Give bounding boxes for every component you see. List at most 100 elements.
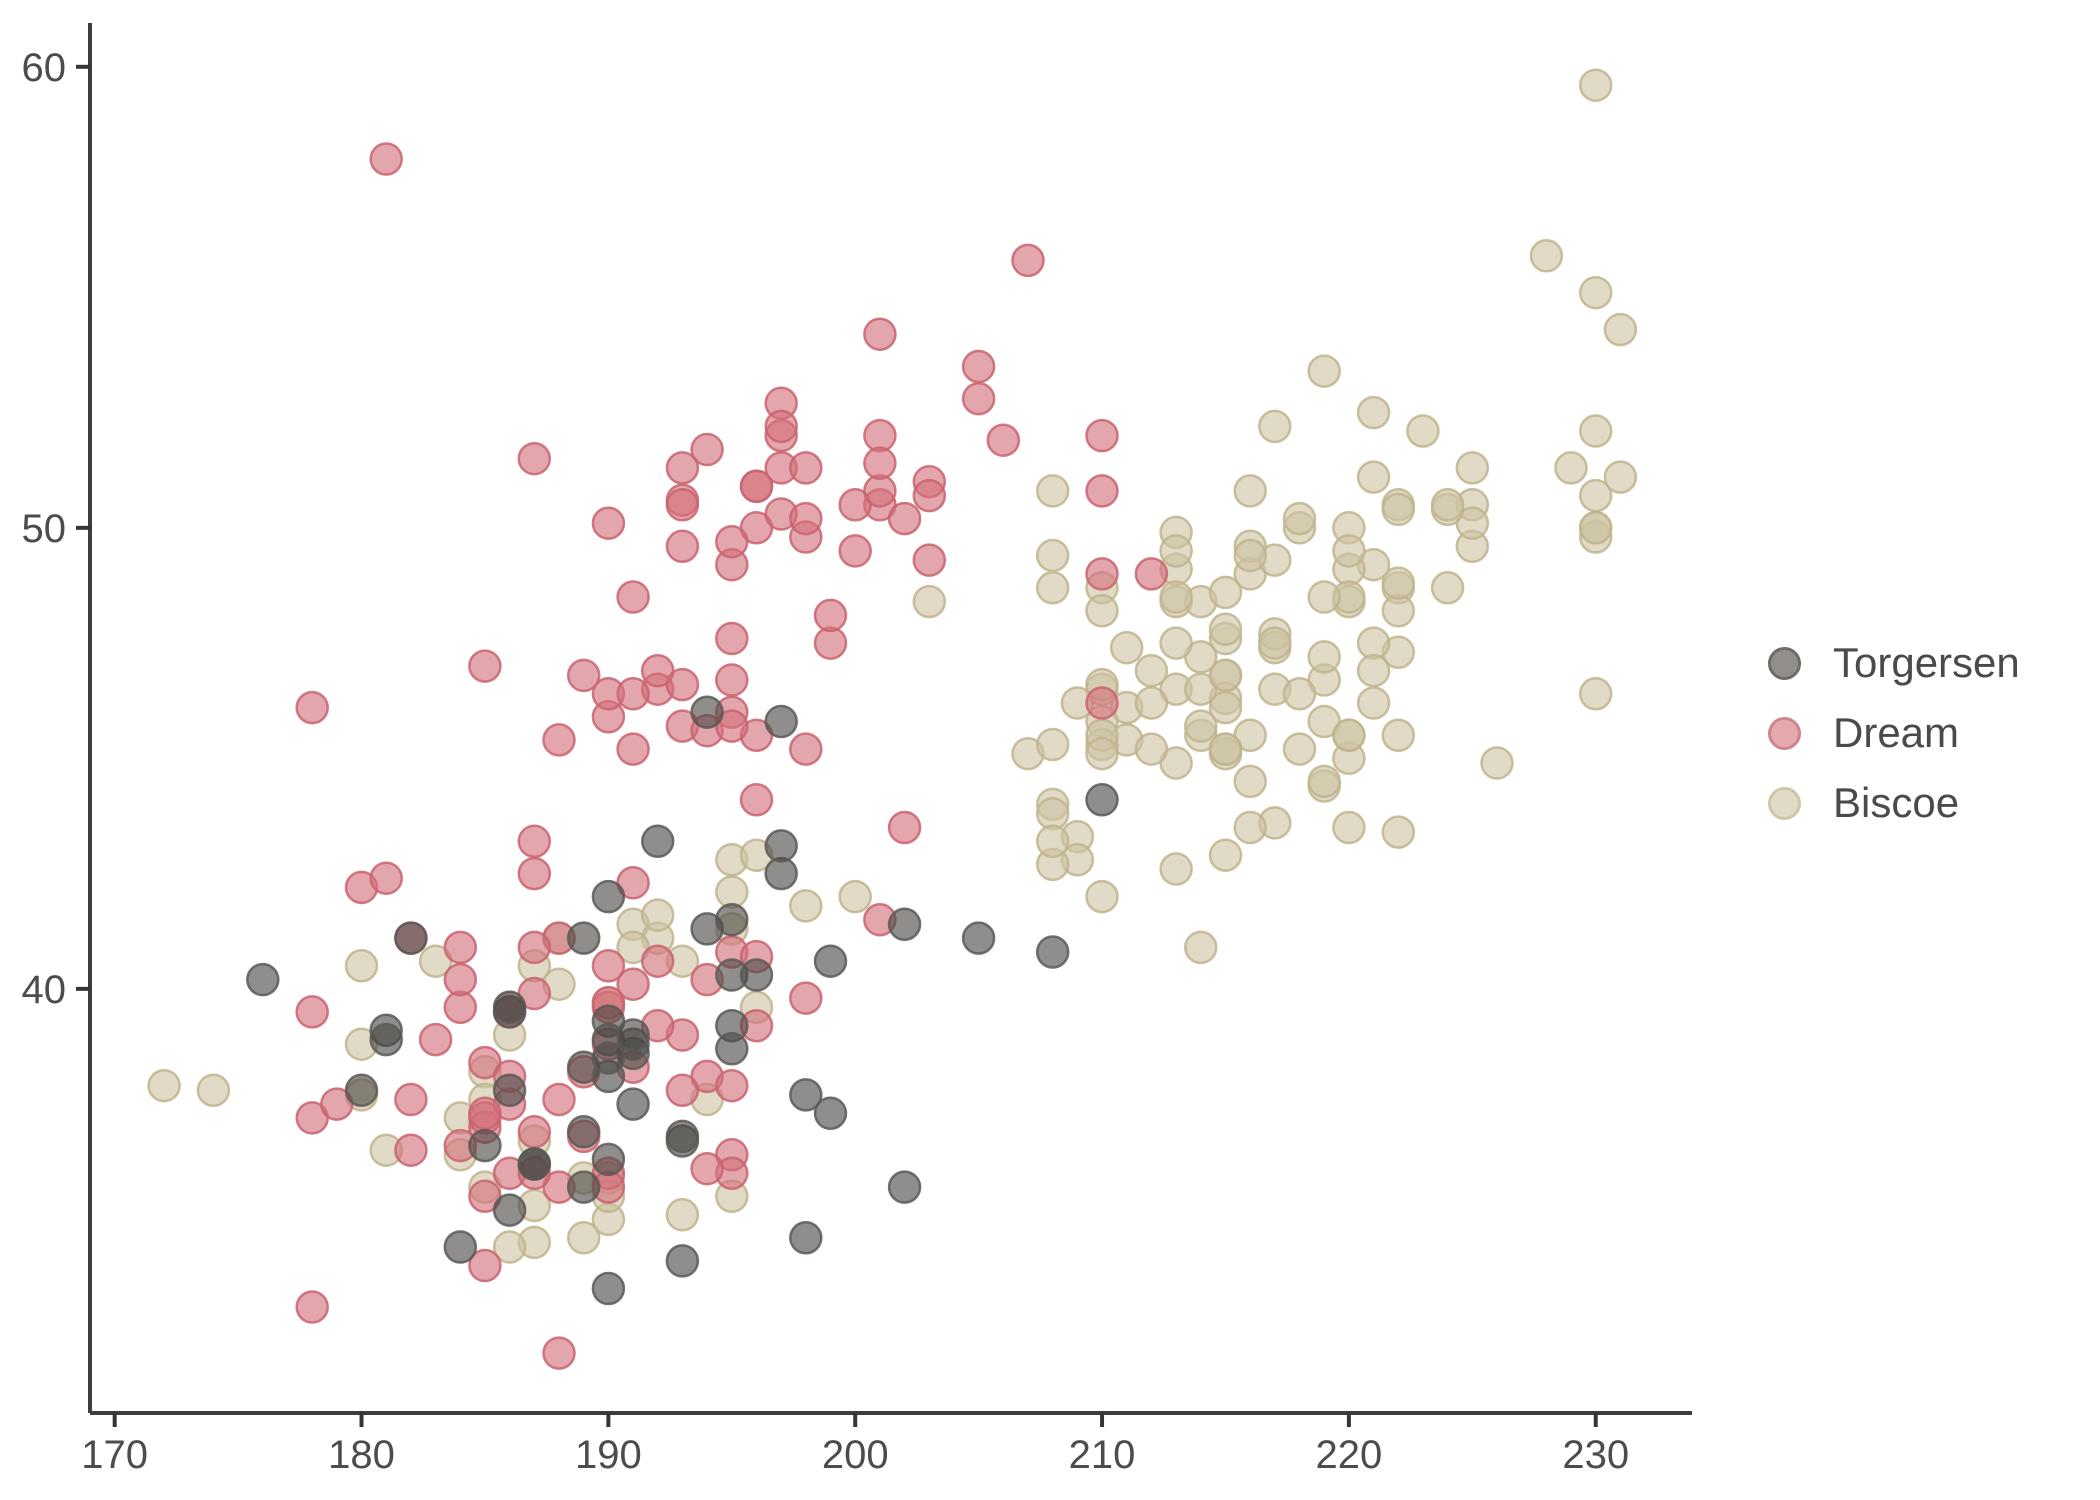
data-point-dream <box>517 1115 552 1149</box>
data-point-dream <box>863 317 897 351</box>
data-point-dream <box>887 501 922 536</box>
data-point-dream <box>640 653 675 688</box>
data-point-biscoe <box>1430 488 1465 522</box>
data-point-biscoe <box>1603 460 1638 494</box>
data-point-biscoe <box>1381 815 1416 849</box>
data-point-dream <box>986 423 1021 457</box>
data-point-torgersen <box>616 1087 650 1121</box>
data-point-torgersen <box>566 1115 601 1149</box>
data-point-biscoe <box>1578 677 1613 711</box>
data-point-torgersen <box>813 944 848 978</box>
data-point-biscoe <box>1578 511 1613 545</box>
data-point-biscoe <box>1356 686 1391 720</box>
data-point-dream <box>690 1151 724 1186</box>
data-point-biscoe <box>1184 930 1218 965</box>
data-point-dream <box>468 649 502 683</box>
data-point-torgersen <box>566 921 601 955</box>
data-point-biscoe <box>1406 414 1440 448</box>
data-point-torgersen <box>591 1041 626 1075</box>
data-point-torgersen <box>764 856 798 891</box>
data-point-biscoe <box>1356 460 1391 494</box>
biscoe-dot-icon <box>1768 786 1801 820</box>
data-point-biscoe <box>1578 275 1613 310</box>
x-axis-tick-label: 220 <box>1316 1433 1383 1477</box>
data-point-dream <box>789 981 823 1015</box>
data-point-dream <box>715 663 749 697</box>
data-point-torgersen <box>789 1221 823 1255</box>
legend-label-torgersen: Torgersen <box>1833 639 2020 686</box>
data-point-dream <box>665 488 700 522</box>
data-point-dream <box>1085 557 1119 591</box>
data-point-biscoe <box>640 898 675 932</box>
data-point-dream <box>961 381 996 416</box>
data-point-biscoe <box>1035 474 1070 508</box>
data-point-biscoe <box>1381 492 1416 527</box>
data-point-biscoe <box>1134 686 1169 720</box>
data-point-biscoe <box>715 875 749 909</box>
data-point-biscoe <box>1085 594 1119 628</box>
data-point-biscoe <box>1529 239 1564 273</box>
data-point-biscoe <box>1109 630 1144 665</box>
data-point-biscoe <box>789 889 823 923</box>
data-point-biscoe <box>1035 571 1070 605</box>
data-point-dream <box>295 995 329 1029</box>
data-point-dream <box>517 856 552 891</box>
data-point-dream <box>468 1248 502 1283</box>
axes-layer: 170 180 190 200 210 220 230 40 50 60 <box>22 23 1692 1477</box>
data-point-biscoe <box>1381 718 1416 753</box>
data-point-biscoe <box>1159 852 1193 886</box>
y-axis-tick-label: 50 <box>22 507 67 551</box>
data-point-biscoe <box>1356 626 1391 660</box>
data-point-dream <box>813 626 848 660</box>
data-point-biscoe <box>1332 718 1366 753</box>
data-point-dream <box>295 1290 329 1324</box>
data-point-dream <box>665 1073 700 1108</box>
data-point-dream <box>640 944 675 978</box>
data-point-biscoe <box>492 1230 527 1264</box>
x-axis-tick-label: 210 <box>1069 1433 1136 1477</box>
data-point-torgersen <box>665 1244 700 1278</box>
data-point-torgersen <box>492 1073 527 1108</box>
data-point-dream <box>739 469 774 504</box>
data-point-dream <box>1134 557 1169 591</box>
data-point-dream <box>517 441 552 476</box>
data-point-dream <box>542 1082 576 1117</box>
data-point-dream <box>715 1068 749 1103</box>
data-point-torgersen <box>591 1142 626 1177</box>
data-point-biscoe <box>1381 594 1416 628</box>
data-point-dream <box>443 962 478 997</box>
data-point-biscoe <box>838 879 872 914</box>
data-point-torgersen <box>394 921 428 955</box>
data-point-biscoe <box>1332 534 1366 568</box>
data-point-biscoe <box>1159 534 1193 568</box>
data-point-dream <box>789 451 823 485</box>
data-point-biscoe <box>1208 575 1243 610</box>
data-point-biscoe <box>1578 414 1613 448</box>
data-point-torgersen <box>690 695 724 729</box>
data-point-biscoe <box>1603 312 1638 347</box>
data-point-biscoe <box>1134 653 1169 688</box>
data-point-dream <box>616 732 650 766</box>
data-point-biscoe <box>1578 68 1613 102</box>
data-point-dream <box>838 534 872 568</box>
data-point-biscoe <box>912 584 947 619</box>
data-point-biscoe <box>196 1073 231 1108</box>
data-point-torgersen <box>764 829 798 863</box>
data-point-biscoe <box>665 1198 700 1232</box>
data-point-biscoe <box>1233 810 1267 845</box>
data-point-biscoe <box>1430 571 1465 605</box>
legend-item-torgersen: Torgersen <box>1768 628 2020 698</box>
data-point-dream <box>912 478 947 513</box>
data-point-biscoe <box>1258 626 1292 660</box>
data-point-biscoe <box>1233 474 1267 508</box>
data-point-biscoe <box>1208 658 1243 693</box>
data-point-dream <box>369 142 403 176</box>
data-point-dream <box>591 949 626 983</box>
data-point-biscoe <box>1356 395 1391 430</box>
data-point-torgersen <box>591 1271 626 1306</box>
data-point-dream <box>665 529 700 564</box>
data-point-dream <box>468 1096 502 1131</box>
data-point-biscoe <box>1085 879 1119 914</box>
data-point-dream <box>443 930 478 965</box>
